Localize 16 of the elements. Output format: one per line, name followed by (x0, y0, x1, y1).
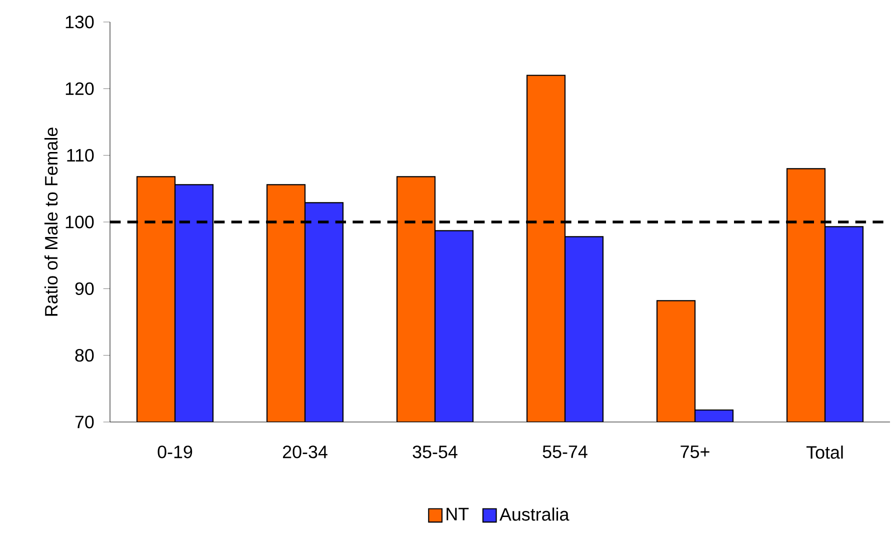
x-tick-label: Total (806, 446, 843, 459)
x-tick-label: 35-54 (412, 446, 458, 458)
y-tick-label: 120 (66, 82, 94, 96)
x-tick-label: 75+ (680, 446, 710, 458)
x-tick-label: 55-74 (542, 446, 588, 458)
legend-label: NT (446, 508, 469, 520)
x-tick-label: 20-34 (282, 446, 328, 458)
x-tick-label: 0-19 (158, 446, 192, 458)
y-tick-label: 70 (75, 416, 94, 428)
y-axis-title: Ratio of Male to Female (44, 128, 58, 316)
y-tick-label: 110 (67, 148, 94, 162)
y-tick-label: 80 (75, 348, 94, 362)
y-tick-label: 100 (66, 216, 94, 228)
y-tick-label: 130 (66, 16, 94, 28)
y-tick-label: 90 (75, 282, 94, 296)
legend-label: Australia (500, 508, 570, 521)
